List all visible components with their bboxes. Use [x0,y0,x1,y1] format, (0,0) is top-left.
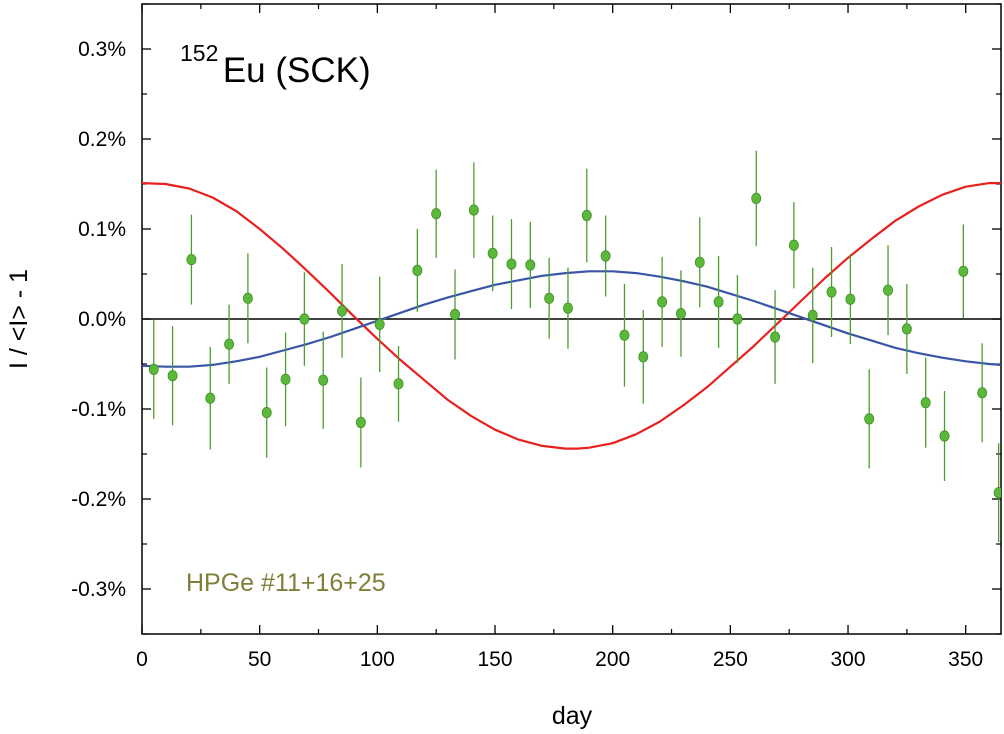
x-tick-label: 0 [136,648,148,671]
y-tick-label: 0.3% [78,38,126,61]
title-superscript: 152 [180,40,218,66]
data-point [600,250,611,262]
x-tick-label: 200 [595,648,630,671]
x-tick-label: 50 [248,648,271,671]
plot-content [142,150,1001,543]
chart-title: 152 Eu (SCK) [180,40,371,90]
data-point [506,258,517,270]
data-point [977,387,988,399]
data-point [657,296,668,308]
data-point [675,307,686,320]
data-point [393,378,404,390]
data-point [280,373,291,385]
data-point [544,292,555,304]
y-axis-label: I / <I> - 1 [5,269,33,369]
data-point [224,338,235,350]
data-point [939,430,950,442]
x-tick-label: 300 [831,648,866,671]
data-point [374,318,385,330]
data-point [148,363,159,375]
data-point [487,247,498,259]
data-point [807,309,818,321]
data-point [450,308,461,321]
data-point [337,305,348,317]
y-tick-label: 0.0% [78,308,126,331]
data-point [242,292,253,304]
data-point [318,374,329,386]
data-point [713,296,724,308]
data-point [788,239,799,251]
y-tick-label: -0.2% [71,488,126,511]
x-tick-label: 350 [948,648,983,671]
data-point [638,351,649,363]
x-axis-label: day [552,702,593,730]
x-tick-label: 100 [360,648,395,671]
data-point [920,397,931,409]
data-point [958,265,969,277]
data-point [186,254,197,266]
data-point [468,204,479,216]
y-tick-label: -0.3% [71,578,126,601]
data-point [694,256,705,268]
title-main: Eu (SCK) [223,51,371,90]
data-point [412,264,423,276]
data-point [525,259,536,271]
data-point [883,284,894,296]
data-point [167,370,178,382]
data-point [299,313,310,325]
data-point [993,487,1001,499]
x-tick-label: 150 [477,648,512,671]
data-point [770,331,781,343]
y-tick-label: -0.1% [71,398,126,421]
x-tick-label: 250 [713,648,748,671]
data-point [901,323,912,335]
data-point [431,208,442,220]
tick-labels: 0 50 100 150 200 250 300 350 -0.3% -0.2% -0.1% 0.0%… [71,38,983,671]
data-point [355,416,366,429]
data-point [751,192,762,204]
data-point [261,406,272,419]
detector-annotation: HPGe #11+16+25 [186,569,386,597]
data-point [732,313,743,325]
data-point [826,286,837,298]
data-point [581,209,592,222]
data-point [562,302,573,314]
blue-curve-line [142,270,1001,368]
data-point [845,293,856,305]
data-point [205,392,216,404]
red-curve-line [142,182,1001,450]
data-point [864,413,875,425]
y-tick-label: 0.2% [78,128,126,151]
y-tick-label: 0.1% [78,218,126,241]
data-point [619,329,630,341]
